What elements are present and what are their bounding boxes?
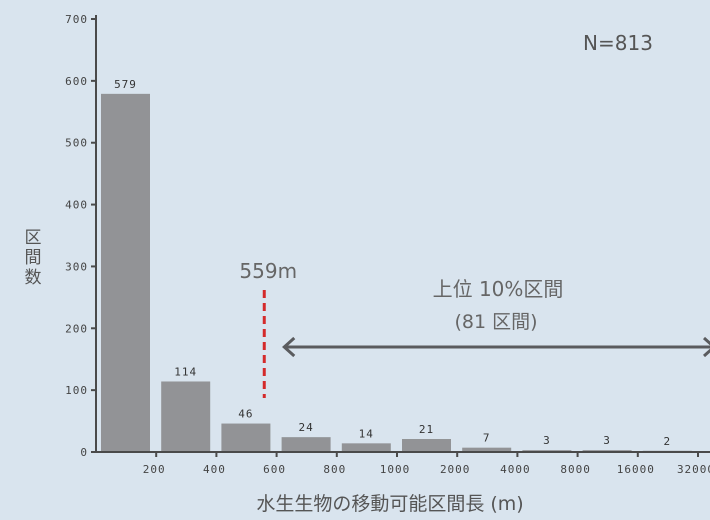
bar-value-label: 24 — [298, 421, 313, 434]
x-tick-label: 8000 — [560, 463, 591, 476]
bar-value-label: 46 — [238, 408, 253, 421]
x-tick-label: 400 — [203, 463, 226, 476]
x-tick-label: 32000 — [677, 463, 710, 476]
bar-value-label: 3 — [603, 434, 611, 447]
x-tick-label: 2000 — [440, 463, 471, 476]
y-axis: 0 100 200 300 400 500 600 700 — [65, 13, 97, 459]
y-tick-label: 100 — [65, 384, 88, 397]
x-tick-label: 4000 — [500, 463, 531, 476]
bar — [402, 439, 451, 452]
bar — [462, 447, 512, 452]
bar — [281, 437, 331, 452]
x-axis: 200 400 600 800 1000 2000 4000 8000 16000 32000 — [96, 451, 710, 476]
bar-value-label: 14 — [359, 427, 374, 440]
y-tick-label: 0 — [80, 446, 88, 459]
threshold-label: 559m — [239, 259, 297, 283]
bar — [221, 423, 271, 452]
bar-value-label: 579 — [114, 78, 137, 91]
y-tick-label: 400 — [65, 199, 88, 212]
x-tick-label: 800 — [323, 463, 346, 476]
x-tick-label: 16000 — [617, 463, 655, 476]
bar-value-label: 3 — [543, 434, 551, 447]
y-tick-label: 600 — [65, 75, 88, 88]
x-axis-title: 水生生物の移動可能区間長 (m) — [256, 493, 523, 515]
y-axis-title: 区間数 — [25, 228, 42, 288]
bar-value-label: 21 — [419, 423, 434, 436]
x-tick-label: 200 — [143, 463, 166, 476]
bars: 579 114 46 24 14 21 7 3 3 2 — [101, 78, 692, 453]
bar-value-label: 7 — [483, 432, 491, 445]
bar — [101, 93, 150, 453]
y-tick-label: 500 — [65, 137, 88, 150]
x-tick-label: 1000 — [380, 463, 411, 476]
top-range-arrow — [282, 336, 710, 358]
top-range-label: 上位 10%区間 — [433, 277, 564, 301]
bar-value-label: 2 — [663, 435, 671, 448]
bar — [341, 443, 391, 452]
arrow-head-left — [282, 336, 296, 358]
arrow-head-right — [702, 336, 710, 358]
sample-size-label: N=813 — [583, 31, 653, 55]
y-tick-label: 300 — [65, 260, 88, 273]
bar-value-label: 114 — [174, 365, 197, 378]
top-range-count-label: (81 区間) — [454, 311, 537, 333]
x-tick-label: 600 — [263, 463, 286, 476]
y-tick-label: 700 — [65, 13, 88, 26]
y-tick-label: 200 — [65, 322, 88, 335]
bar — [161, 381, 211, 452]
